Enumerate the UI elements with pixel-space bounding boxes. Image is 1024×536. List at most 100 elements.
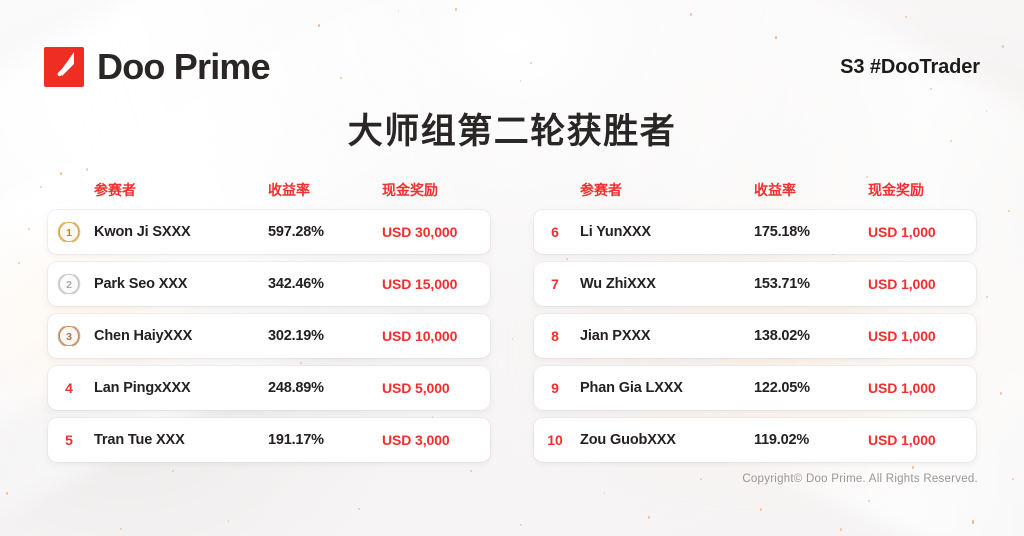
- rank-number: 5: [65, 432, 73, 448]
- poster-header: Doo Prime S3 #DooTrader: [0, 36, 1024, 98]
- return-rate-value: 138.02%: [754, 328, 810, 344]
- cash-prize-value: USD 30,000: [382, 224, 458, 240]
- column-headers-left: 参赛者 收益率 现金奖励: [48, 178, 490, 202]
- leaderboard: 参赛者 收益率 现金奖励 1 Kwon Ji SXXX 597.28% USD 30…: [48, 178, 976, 462]
- participant-name: Jian PXXX: [580, 328, 651, 344]
- participant-name: Park Seo XXX: [94, 276, 188, 292]
- confetti-dot: [520, 524, 522, 527]
- copyright-notice: Copyright© Doo Prime. All Rights Reserve…: [742, 473, 978, 485]
- confetti-dot: [700, 478, 702, 481]
- cash-prize-value: USD 1,000: [868, 380, 936, 396]
- confetti-dot: [358, 508, 360, 511]
- rank-cell: 3: [48, 323, 90, 349]
- confetti-dot: [40, 186, 42, 189]
- brand-name: Doo Prime: [97, 46, 271, 87]
- table-row: 2 Park Seo XXX 342.46% USD 15,000: [48, 262, 490, 306]
- participant-name: Chen HaiyXXX: [94, 328, 193, 344]
- rank-cell: 8: [534, 328, 576, 344]
- rank-cell: 5: [48, 432, 90, 448]
- table-row: 8 Jian PXXX 138.02% USD 1,000: [534, 314, 976, 358]
- cash-prize-value: USD 1,000: [868, 276, 936, 292]
- table-row: 9 Phan Gia LXXX 122.05% USD 1,000: [534, 366, 976, 410]
- rank-cell: 10: [534, 432, 576, 448]
- confetti-dot: [986, 296, 988, 299]
- confetti-dot: [905, 16, 907, 19]
- table-row: 1 Kwon Ji SXXX 597.28% USD 30,000: [48, 210, 490, 254]
- rank-cell: 7: [534, 276, 576, 292]
- confetti-dot: [972, 520, 975, 524]
- rank-number: 8: [551, 328, 559, 344]
- rank-number: 7: [551, 276, 559, 292]
- table-row: 6 Li YunXXX 175.18% USD 1,000: [534, 210, 976, 254]
- page-title: 大师组第二轮获胜者: [347, 112, 677, 151]
- return-rate-value: 342.46%: [268, 276, 324, 292]
- confetti-dot: [648, 516, 650, 519]
- confetti-dot: [28, 228, 30, 231]
- brand-lockup: Doo Prime: [44, 46, 271, 88]
- gold-medal-icon: 1: [56, 219, 82, 245]
- table-row: 3 Chen HaiyXXX 302.19% USD 10,000: [48, 314, 490, 358]
- participant-name: Phan Gia LXXX: [580, 380, 683, 396]
- confetti-dot: [840, 528, 842, 531]
- confetti-dot: [604, 492, 606, 495]
- confetti-dot: [6, 492, 9, 496]
- rank-number: 10: [547, 432, 563, 448]
- participant-name: Lan PingxXXX: [94, 380, 191, 396]
- table-row: 10 Zou GuobXXX 119.02% USD 1,000: [534, 418, 976, 462]
- leaderboard-rows-left: 1 Kwon Ji SXXX 597.28% USD 30,000 2 Park S…: [48, 210, 490, 462]
- column-headers-right: 参赛者 收益率 现金奖励: [534, 178, 976, 202]
- confetti-dot: [228, 520, 230, 523]
- svg-text:1: 1: [66, 227, 72, 239]
- confetti-dot: [1000, 392, 1002, 395]
- return-rate-value: 153.71%: [754, 276, 810, 292]
- confetti-dot: [470, 470, 472, 473]
- silver-medal-icon: 2: [56, 271, 82, 297]
- confetti-dot: [1008, 210, 1010, 213]
- doo-prime-logo-icon: [44, 47, 84, 87]
- rank-number: 9: [551, 380, 559, 396]
- return-rate-value: 302.19%: [268, 328, 324, 344]
- cash-prize-value: USD 3,000: [382, 432, 450, 448]
- confetti-dot: [86, 168, 88, 171]
- participant-name: Zou GuobXXX: [580, 432, 676, 448]
- header-return-rate-left: 收益率: [268, 182, 310, 198]
- header-return-rate-right: 收益率: [754, 182, 796, 198]
- header-participant-right: 参赛者: [580, 182, 622, 198]
- return-rate-value: 248.89%: [268, 380, 324, 396]
- confetti-dot: [398, 10, 400, 13]
- confetti-dot: [60, 172, 63, 176]
- table-row: 7 Wu ZhiXXX 153.71% USD 1,000: [534, 262, 976, 306]
- confetti-dot: [120, 528, 122, 531]
- confetti-dot: [455, 8, 457, 11]
- confetti-dot: [1012, 478, 1014, 481]
- leaderboard-column-right: 参赛者 收益率 现金奖励 6 Li YunXXX 175.18% USD 1,000 7…: [534, 178, 976, 462]
- confetti-dot: [690, 13, 692, 16]
- table-row: 5 Tran Tue XXX 191.17% USD 3,000: [48, 418, 490, 462]
- confetti-dot: [912, 466, 914, 469]
- rank-cell: 6: [534, 224, 576, 240]
- return-rate-value: 122.05%: [754, 380, 810, 396]
- confetti-dot: [18, 262, 20, 265]
- rank-cell: 2: [48, 271, 90, 297]
- return-rate-value: 119.02%: [754, 432, 810, 448]
- participant-name: Kwon Ji SXXX: [94, 224, 191, 240]
- rank-cell: 9: [534, 380, 576, 396]
- cash-prize-value: USD 15,000: [382, 276, 458, 292]
- confetti-dot: [318, 24, 320, 27]
- header-cash-prize-right: 现金奖励: [868, 182, 924, 198]
- header-cash-prize-left: 现金奖励: [382, 182, 438, 198]
- confetti-dot: [760, 508, 762, 511]
- return-rate-value: 175.18%: [754, 224, 810, 240]
- cash-prize-value: USD 1,000: [868, 432, 936, 448]
- cash-prize-value: USD 5,000: [382, 380, 450, 396]
- table-row: 4 Lan PingxXXX 248.89% USD 5,000: [48, 366, 490, 410]
- svg-text:3: 3: [66, 331, 72, 343]
- cash-prize-value: USD 1,000: [868, 328, 936, 344]
- leaderboard-rows-right: 6 Li YunXXX 175.18% USD 1,000 7 Wu ZhiXXX 153.…: [534, 210, 976, 462]
- rank-cell: 1: [48, 219, 90, 245]
- svg-text:2: 2: [66, 279, 72, 291]
- header-participant-left: 参赛者: [94, 182, 136, 198]
- participant-name: Li YunXXX: [580, 224, 651, 240]
- cash-prize-value: USD 10,000: [382, 328, 458, 344]
